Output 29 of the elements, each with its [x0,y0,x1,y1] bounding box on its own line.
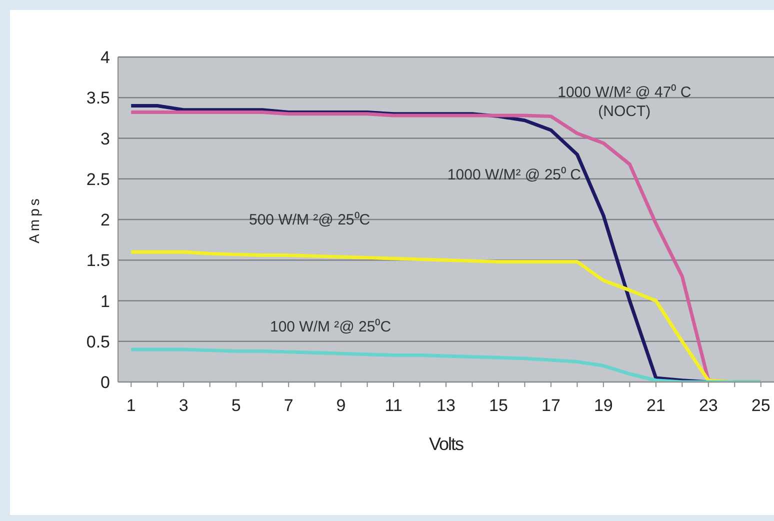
y-tick-label: 4 [100,48,110,68]
y-tick-label: 1.5 [86,251,110,270]
series-label: 1000 W/M² @ 47⁰ C (NOCT) [558,82,692,121]
x-tick-label: 23 [698,396,718,416]
x-tick-label: 19 [594,396,613,416]
x-tick-label: 7 [284,396,294,416]
x-tick-label: 17 [542,396,560,416]
line-series [129,348,763,382]
x-tick-label: 3 [178,396,188,416]
y-tick-label: 3.5 [86,88,110,108]
series-label: 500 W/M ²@ 25⁰C [249,210,370,229]
series-label: 100 W/M ²@ 25⁰C [270,317,392,336]
y-tick-label: 3 [100,129,110,148]
y-tick-label: 2 [100,210,110,230]
y-tick-label: 0 [100,373,110,392]
x-tick-label: 25 [751,396,770,416]
y-tick-label: 1 [100,292,110,311]
y-axis-title: Amps [26,196,42,244]
x-tick-label: 11 [384,396,402,416]
x-tick-label: 21 [646,396,666,416]
x-tick-label: 5 [231,396,241,416]
x-axis-title: Volts [428,434,464,454]
x-tick-label: 1 [126,396,136,416]
y-tick-label: 0.5 [86,332,110,352]
x-tick-label: 13 [436,396,456,416]
x-tick-label: 9 [336,396,346,416]
y-tick-label: 2.5 [86,170,110,189]
series-label: 1000 W/M² @ 25⁰ C [447,165,582,184]
x-tick-label: 15 [489,396,508,416]
